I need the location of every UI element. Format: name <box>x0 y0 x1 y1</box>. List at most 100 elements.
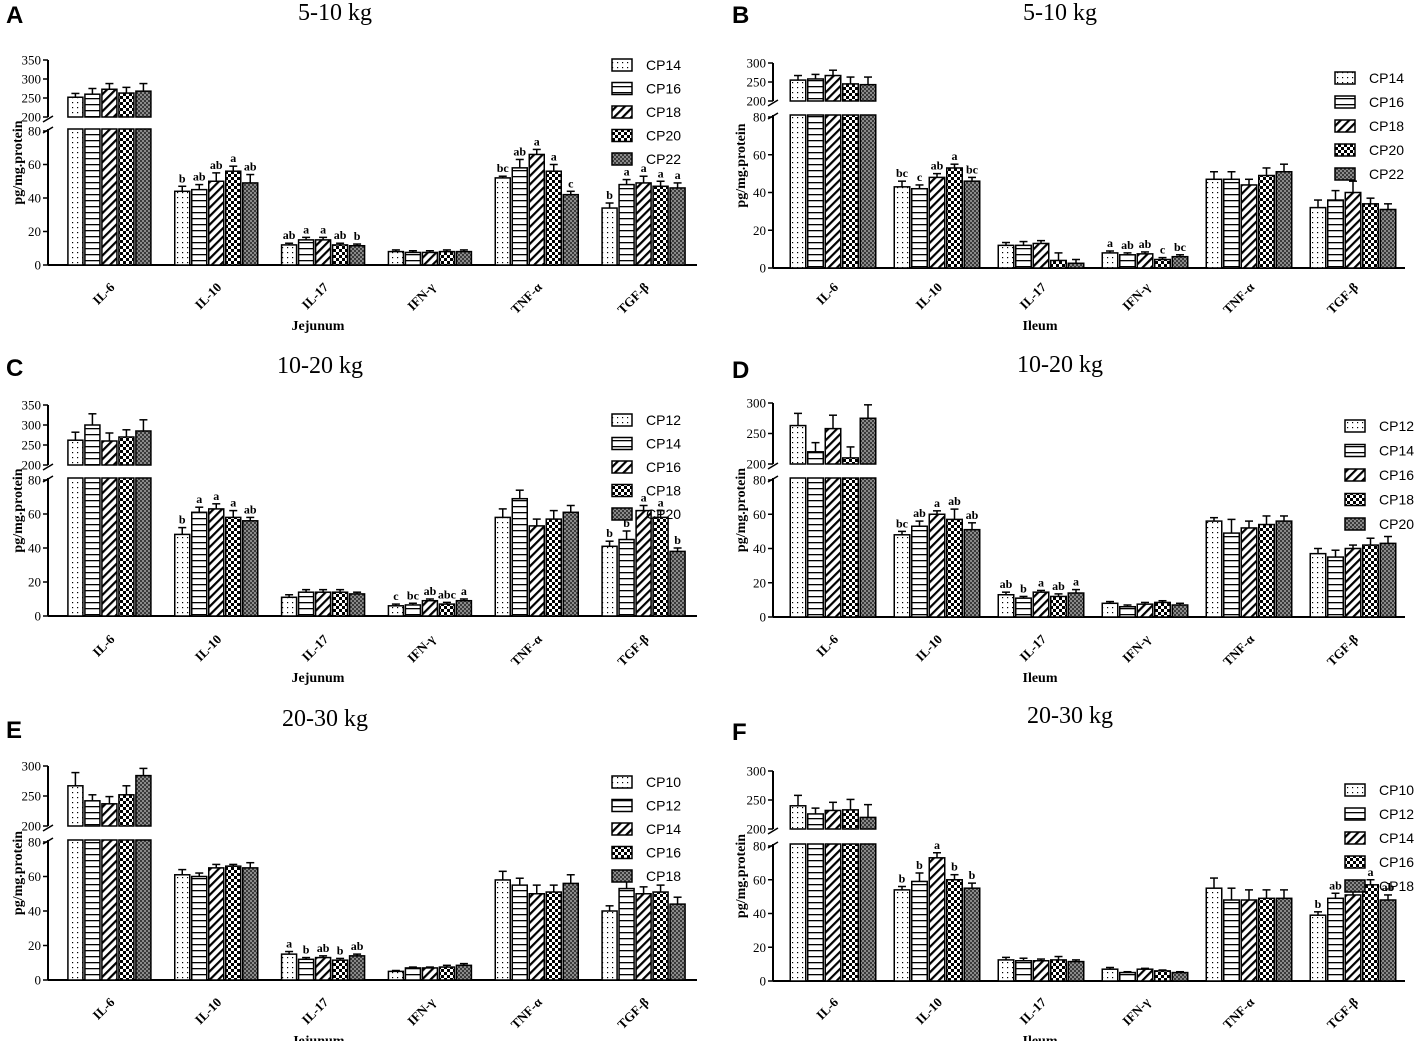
bar <box>1258 523 1275 618</box>
significance-letter: ab <box>966 508 979 522</box>
y-tick-label: 200 <box>747 822 767 837</box>
bar <box>348 593 366 617</box>
legend-label: CP12 <box>646 412 681 428</box>
significance-letter: ab <box>351 939 364 953</box>
x-axis-label: Jejunum <box>292 671 345 686</box>
significance-letter: ab <box>948 494 961 508</box>
significance-letter: b <box>606 526 613 540</box>
y-tick-label: 250 <box>747 75 767 90</box>
bar <box>807 114 824 269</box>
significance-letter: bc <box>407 588 420 602</box>
bar <box>297 239 315 266</box>
bar <box>618 183 635 266</box>
bar <box>1067 262 1085 269</box>
bar <box>174 874 191 981</box>
y-tick-label: 0 <box>35 973 42 988</box>
bar <box>928 857 946 982</box>
legend-swatch <box>1344 855 1366 869</box>
bar <box>1223 532 1240 618</box>
bar <box>1327 199 1344 269</box>
category-label: TNF-α <box>508 279 546 317</box>
bar <box>455 250 473 266</box>
bar <box>1032 591 1050 618</box>
axis-break-mark <box>767 462 779 470</box>
legend-label: CP16 <box>1379 467 1414 483</box>
axis-break-mark <box>767 475 779 483</box>
bar <box>928 176 946 269</box>
bar <box>893 534 911 618</box>
significance-letter: a <box>952 149 958 163</box>
significance-letter: b <box>951 860 958 874</box>
category-label: TNF-α <box>1220 994 1258 1032</box>
bar <box>824 74 842 102</box>
bar <box>859 417 877 465</box>
bar <box>528 525 545 617</box>
bar <box>455 599 473 617</box>
legend-label: CP18 <box>646 868 681 884</box>
y-tick-label: 40 <box>753 185 766 200</box>
bar <box>545 518 562 617</box>
significance-letter: a <box>1073 575 1079 589</box>
bar <box>331 244 349 266</box>
bar <box>421 967 439 981</box>
axis-break-mark <box>42 475 54 483</box>
y-tick-label: 80 <box>28 835 41 850</box>
bar <box>67 839 84 981</box>
significance-letter: b <box>337 943 344 957</box>
legend-swatch <box>611 869 633 883</box>
bar <box>1101 252 1119 269</box>
category-label: TGF-β <box>614 994 652 1032</box>
legend-swatch <box>611 105 633 119</box>
bar <box>1171 604 1189 618</box>
bar <box>1136 253 1154 269</box>
y-tick-label: 20 <box>753 575 766 590</box>
category-label: IFN-γ <box>404 632 438 666</box>
category-label: TNF-α <box>1220 631 1258 669</box>
bar <box>669 187 686 266</box>
significance-letter: a <box>624 165 630 179</box>
bar <box>511 497 528 617</box>
bar <box>1362 203 1379 269</box>
significance-letter: b <box>354 229 361 243</box>
legend-label: CP14 <box>646 821 681 837</box>
legend-swatch <box>1344 783 1366 797</box>
bar <box>242 867 259 981</box>
legend-swatch <box>611 507 633 521</box>
y-tick-label: 60 <box>753 872 766 887</box>
legend-label: CP20 <box>1369 142 1404 158</box>
bar <box>601 207 618 266</box>
bar <box>1119 971 1136 982</box>
y-axis-label: pg/mg.protein <box>11 120 26 204</box>
x-axis-label: Ileum <box>1023 671 1058 686</box>
bar <box>1171 255 1189 269</box>
legend-swatch <box>1344 831 1366 845</box>
y-tick-label: 40 <box>28 541 41 556</box>
legend-label: CP14 <box>1379 830 1414 846</box>
category-label: IFN-γ <box>404 995 438 1029</box>
bar <box>652 185 669 266</box>
bar <box>545 891 562 981</box>
significance-letter: a <box>230 151 236 165</box>
significance-letter: ab <box>1000 577 1013 591</box>
bar <box>1327 556 1344 618</box>
category-label: IL-17 <box>1017 279 1050 312</box>
panel-letter: C <box>6 355 23 382</box>
significance-letter: a <box>641 491 647 505</box>
panel-F: F 20-30 kg 0 20 40 60 80 200 250 300 pg/mg.protein… <box>732 703 1414 1041</box>
significance-letter: ab <box>244 160 257 174</box>
category-label: IL-17 <box>1017 631 1050 664</box>
legend-label: CP16 <box>646 459 681 475</box>
bar <box>404 604 422 617</box>
category-label: IL-6 <box>813 631 841 659</box>
legend-label: CP16 <box>646 845 681 861</box>
category-label: IL-10 <box>913 995 946 1028</box>
legend-swatch <box>1344 419 1366 433</box>
legend-swatch <box>1344 468 1366 482</box>
significance-letter: a <box>1368 865 1374 879</box>
y-tick-label: 300 <box>747 396 767 411</box>
significance-letter: a <box>658 166 664 180</box>
category-label: TGF-β <box>1324 279 1362 317</box>
legend-swatch <box>1334 167 1356 181</box>
